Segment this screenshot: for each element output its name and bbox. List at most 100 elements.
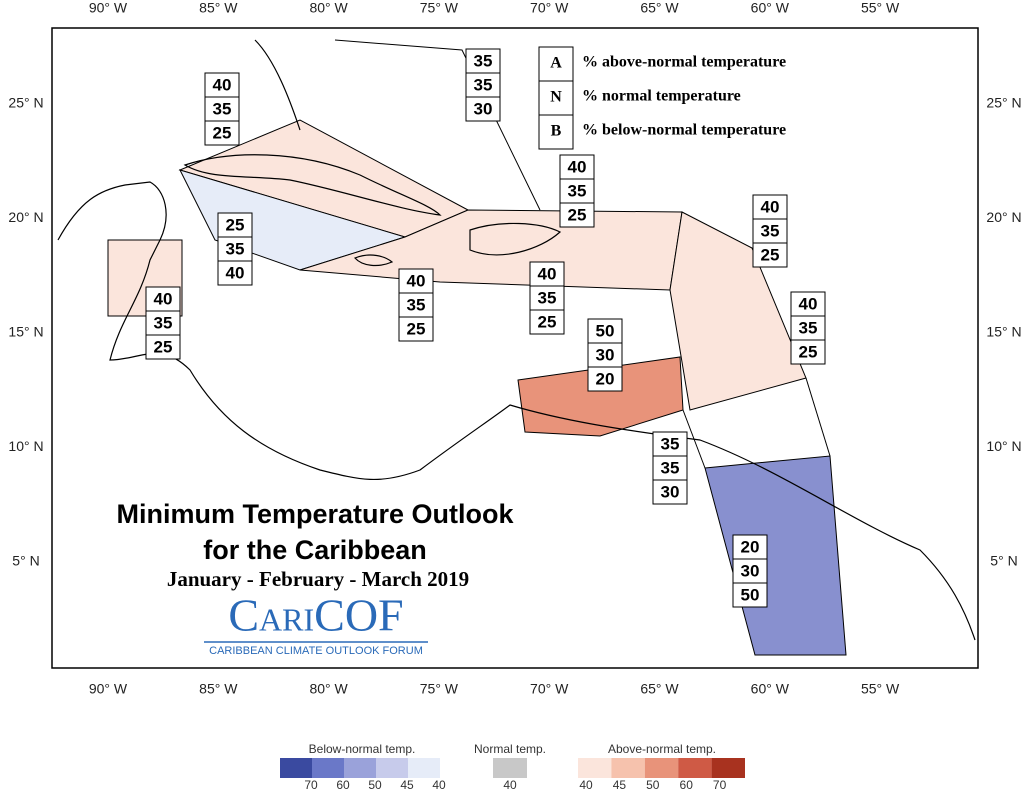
- lat-label: 20° N: [8, 209, 43, 225]
- colorbar-swatch: [578, 758, 612, 778]
- label-cell: [732, 582, 768, 608]
- probability: 35: [407, 295, 426, 314]
- colorbar-swatch: [344, 758, 376, 778]
- lon-label: 55° W: [861, 0, 900, 16]
- label-cell: [559, 202, 595, 228]
- probability: 35: [799, 318, 818, 337]
- lon-label: 70° W: [530, 0, 569, 16]
- lon-label: 70° W: [530, 681, 569, 697]
- label-cell: [398, 292, 434, 318]
- lon-label: 75° W: [420, 0, 459, 16]
- label-cell: [559, 178, 595, 204]
- subtitle: January - February - March 2019: [167, 567, 469, 591]
- jamaica-coast: [353, 254, 394, 267]
- probability: 25: [799, 342, 818, 361]
- probability: 25: [154, 337, 173, 356]
- probability: 25: [568, 205, 587, 224]
- region-label: 40 35 25: [790, 291, 826, 365]
- label-cell: [465, 48, 501, 74]
- label-cell: [217, 260, 253, 286]
- colorbar-swatch: [644, 758, 679, 778]
- colorbar-swatch: [493, 758, 527, 778]
- region-label: 50 30 20: [587, 318, 623, 392]
- label-cell: [652, 479, 688, 505]
- probability: 30: [741, 561, 760, 580]
- key-letter: N: [550, 89, 562, 106]
- label-cell: [204, 120, 240, 146]
- region-label: 40 35 25: [529, 261, 565, 335]
- colorbar-tick: 40: [432, 778, 446, 791]
- label-cell: [465, 96, 501, 122]
- probability: 35: [661, 458, 680, 477]
- probability: 35: [213, 99, 232, 118]
- region-bahamas: [334, 39, 541, 211]
- label-cell: [559, 154, 595, 180]
- region-label: 25 35 40: [217, 212, 253, 286]
- key-text: % below-normal temperature: [582, 122, 786, 139]
- region-label: 40 35 25: [145, 286, 181, 360]
- probability: 35: [154, 313, 173, 332]
- colorbar-tick: 40: [579, 778, 593, 791]
- lon-label: 85° W: [199, 0, 238, 16]
- label-cell: [204, 72, 240, 98]
- region-label: 35 35 30: [465, 48, 501, 122]
- probability: 40: [407, 271, 426, 290]
- mainland-coast: [57, 181, 976, 641]
- region-label: 40 35 25: [752, 194, 788, 268]
- probability: 40: [154, 289, 173, 308]
- probability: 25: [213, 123, 232, 142]
- lat-label: 15° N: [986, 324, 1021, 340]
- probability: 25: [407, 319, 426, 338]
- colorbar-tick: 70: [304, 778, 318, 791]
- label-cell: [732, 534, 768, 560]
- label-cell: [145, 334, 181, 360]
- region-label: 40 35 25: [204, 72, 240, 146]
- coastlines: [57, 39, 976, 641]
- colorbar-label: Below-normal temp.: [309, 742, 416, 756]
- region-label: 20 30 50: [732, 534, 768, 608]
- colorbar-tick: 70: [713, 778, 727, 791]
- label-cell: [587, 366, 623, 392]
- key: A % above-normal temperature N % normal tem…: [538, 46, 786, 150]
- label-cell: [752, 218, 788, 244]
- probability: 30: [596, 345, 615, 364]
- lat-label: 10° N: [8, 438, 43, 454]
- colorbar-swatch: [678, 758, 712, 778]
- probability: 40: [761, 197, 780, 216]
- label-cell: [790, 339, 826, 365]
- label-cell: [732, 558, 768, 584]
- lon-label: 60° W: [751, 681, 790, 697]
- label-cell: [790, 315, 826, 341]
- hispaniola-coast: [469, 222, 562, 256]
- colorbar-swatch: [280, 758, 312, 778]
- region-label: 40 35 25: [398, 268, 434, 342]
- lon-label: 80° W: [309, 0, 348, 16]
- region-abc-islands: [517, 356, 684, 437]
- probability: 40: [799, 294, 818, 313]
- cuba-coast: [183, 154, 442, 216]
- lon-label: 65° W: [640, 681, 679, 697]
- label-cell: [465, 72, 501, 98]
- key-letter: A: [550, 55, 562, 72]
- probability: 35: [474, 75, 493, 94]
- probability: 40: [538, 264, 557, 283]
- label-cell: [529, 309, 565, 335]
- probability: 35: [474, 51, 493, 70]
- probability: 20: [741, 537, 760, 556]
- lat-label: 25° N: [986, 95, 1021, 111]
- colorbar-tick: 60: [336, 778, 350, 791]
- probability: 35: [538, 288, 557, 307]
- lat-label: 5° N: [12, 553, 39, 569]
- title-line-2: for the Caribbean: [203, 535, 427, 565]
- label-cell: [145, 286, 181, 312]
- lat-label: 15° N: [8, 324, 43, 340]
- probability: 30: [661, 482, 680, 501]
- label-cell: [529, 261, 565, 287]
- lon-label: 90° W: [89, 0, 128, 16]
- colorbar-tick: 50: [646, 778, 660, 791]
- label-cell: [752, 242, 788, 268]
- colorbar-label: Normal temp.: [474, 742, 546, 756]
- probability: 20: [596, 369, 615, 388]
- colorbar-swatch: [611, 758, 645, 778]
